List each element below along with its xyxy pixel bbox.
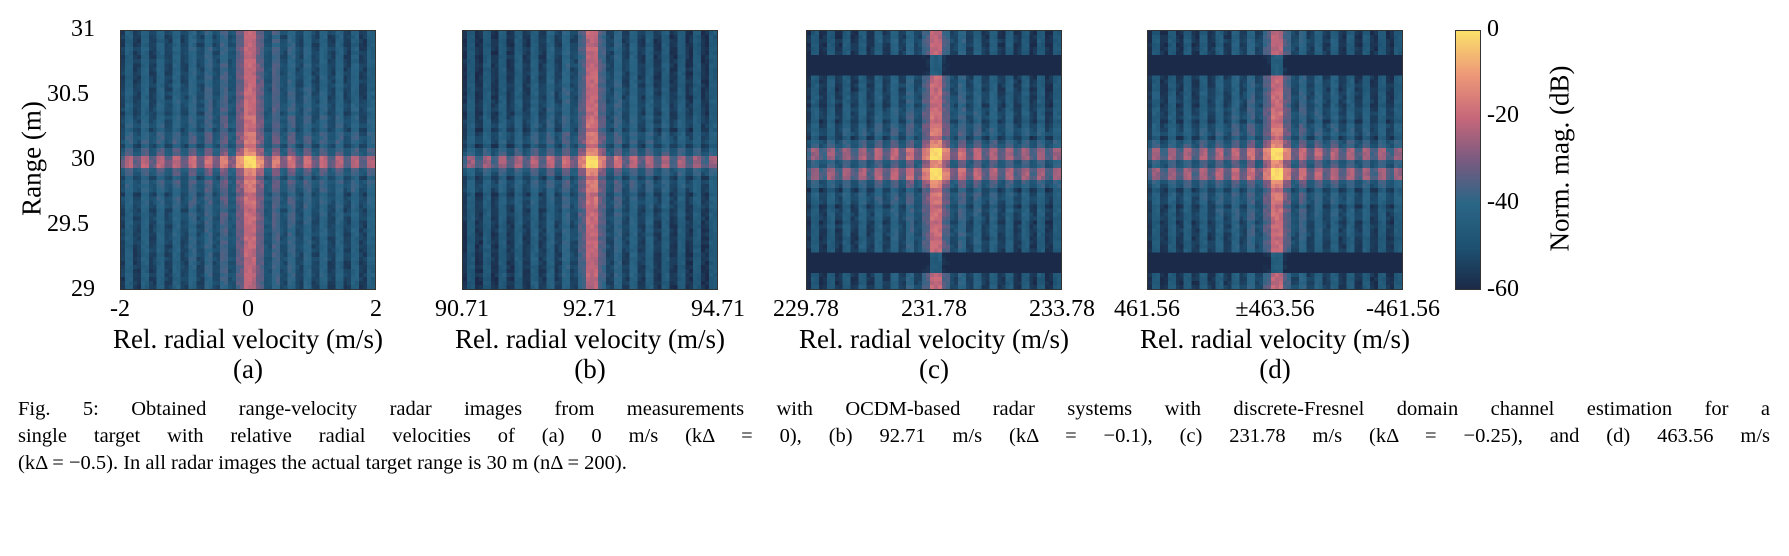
x-tick: 233.78 — [1029, 296, 1095, 322]
x-tick: 94.71 — [691, 296, 745, 322]
y-tick: 29 — [71, 276, 95, 302]
y-tick: 31 — [71, 16, 95, 42]
panel-label: (c) — [919, 354, 949, 384]
heatmap-d — [1147, 30, 1403, 290]
colorbar-tick: 0 — [1487, 16, 1499, 42]
caption-line: single target with relative radial veloc… — [18, 425, 1770, 447]
colorbar-label: Norm. mag. (dB) — [1544, 65, 1575, 252]
y-tick: 29.5 — [47, 211, 89, 237]
x-tick: 461.56 — [1114, 296, 1180, 322]
y-tick: 30 — [71, 146, 95, 172]
heatmap-b — [462, 30, 718, 290]
colorbar-tick: -60 — [1487, 276, 1519, 302]
x-tick: -461.56 — [1366, 296, 1440, 322]
x-tick: 0 — [242, 296, 254, 322]
x-tick: 90.71 — [435, 296, 489, 322]
x-axis-label: Rel. radial velocity (m/s) — [455, 324, 725, 354]
figure-caption: Fig. 5: Obtained range-velocity radar im… — [18, 396, 1770, 477]
colorbar — [1455, 30, 1481, 290]
caption-line: Fig. 5: Obtained range-velocity radar im… — [18, 398, 1770, 420]
x-tick: 229.78 — [773, 296, 839, 322]
x-tick: 2 — [370, 296, 382, 322]
caption-line: (kΔ = −0.5). In all radar images the act… — [18, 452, 627, 474]
panel-label: (b) — [574, 354, 606, 384]
colorbar-tick: -20 — [1487, 102, 1519, 128]
x-axis-label: Rel. radial velocity (m/s) — [113, 324, 383, 354]
panel-label: (d) — [1259, 354, 1291, 384]
x-tick: -2 — [110, 296, 130, 322]
heatmap-a — [120, 30, 376, 290]
x-axis-label: Rel. radial velocity (m/s) — [1140, 324, 1410, 354]
heatmap-c — [806, 30, 1062, 290]
y-axis-label: Range (m) — [16, 101, 47, 216]
x-tick: 92.71 — [563, 296, 617, 322]
y-tick: 30.5 — [47, 81, 89, 107]
panel-label: (a) — [233, 354, 263, 384]
x-axis-label: Rel. radial velocity (m/s) — [799, 324, 1069, 354]
colorbar-tick: -40 — [1487, 189, 1519, 215]
x-tick: 231.78 — [901, 296, 967, 322]
x-tick: ±463.56 — [1235, 296, 1315, 322]
